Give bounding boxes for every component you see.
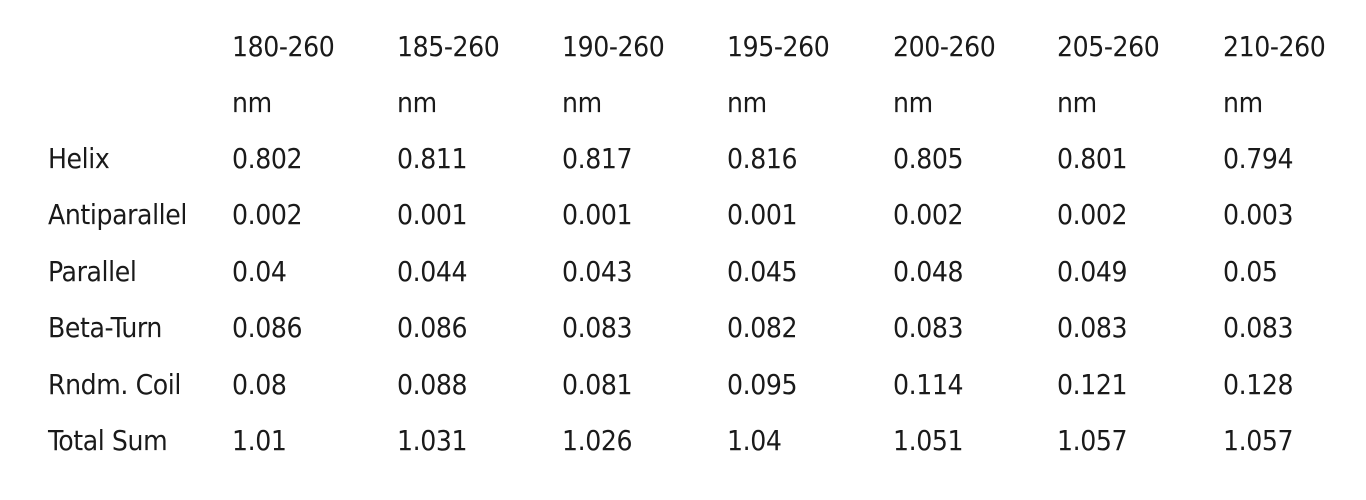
table-cell: 0.083 bbox=[893, 311, 964, 345]
table-cell: 0.043 bbox=[562, 254, 633, 288]
column-header-unit: nm bbox=[562, 85, 602, 119]
table-cell: 1.026 bbox=[562, 424, 633, 458]
column-header-unit: nm bbox=[893, 85, 933, 119]
table-cell: 1.051 bbox=[893, 424, 964, 458]
column-header-range: 185-260 bbox=[397, 29, 500, 63]
table-cell: 1.057 bbox=[1057, 424, 1128, 458]
table-cell: 0.805 bbox=[893, 141, 964, 175]
table-cell: 0.083 bbox=[1223, 311, 1294, 345]
column-header-unit: nm bbox=[1057, 85, 1097, 119]
column-header-range: 200-260 bbox=[893, 29, 996, 63]
table-cell: 1.057 bbox=[1223, 424, 1294, 458]
table-cell: 0.08 bbox=[232, 367, 287, 401]
header-unit-row: nm nm nm nm nm nm nm bbox=[48, 74, 1333, 130]
table-cell: 0.044 bbox=[397, 254, 468, 288]
table-cell: 0.095 bbox=[727, 367, 798, 401]
table-cell: 0.801 bbox=[1057, 141, 1128, 175]
table-row-beta-turn: Beta-Turn 0.086 0.086 0.083 0.082 0.083 … bbox=[48, 300, 1333, 357]
column-header-unit: nm bbox=[1223, 85, 1263, 119]
secondary-structure-table: 180-260 185-260 190-260 195-260 200-260 … bbox=[48, 18, 1333, 469]
table-row-total-sum: Total Sum 1.01 1.031 1.026 1.04 1.051 1.… bbox=[48, 413, 1333, 470]
column-header-range: 195-260 bbox=[727, 29, 830, 63]
table-cell: 0.081 bbox=[562, 367, 633, 401]
corner-cell bbox=[48, 74, 232, 130]
row-label: Helix bbox=[48, 141, 110, 175]
column-header-unit: nm bbox=[232, 85, 272, 119]
table-cell: 0.114 bbox=[893, 367, 964, 401]
table-cell: 0.088 bbox=[397, 367, 468, 401]
column-header-range: 180-260 bbox=[232, 29, 335, 63]
table-cell: 0.816 bbox=[727, 141, 798, 175]
corner-cell bbox=[48, 18, 232, 74]
column-header-unit: nm bbox=[727, 85, 767, 119]
table-cell: 0.048 bbox=[893, 254, 964, 288]
column-header-range: 190-260 bbox=[562, 29, 665, 63]
table-cell: 0.082 bbox=[727, 311, 798, 345]
table-cell: 1.01 bbox=[232, 424, 287, 458]
row-label: Parallel bbox=[48, 254, 137, 288]
table-cell: 0.003 bbox=[1223, 198, 1294, 232]
table-row-helix: Helix 0.802 0.811 0.817 0.816 0.805 0.80… bbox=[48, 130, 1333, 187]
table-cell: 0.001 bbox=[397, 198, 468, 232]
table-cell: 0.04 bbox=[232, 254, 287, 288]
table-cell: 0.045 bbox=[727, 254, 798, 288]
table-cell: 0.802 bbox=[232, 141, 303, 175]
table-cell: 0.794 bbox=[1223, 141, 1294, 175]
table-cell: 0.002 bbox=[1057, 198, 1128, 232]
table-cell: 0.083 bbox=[562, 311, 633, 345]
table-cell: 0.049 bbox=[1057, 254, 1128, 288]
table-cell: 1.04 bbox=[727, 424, 782, 458]
table-cell: 0.001 bbox=[562, 198, 633, 232]
column-header-range: 210-260 bbox=[1223, 29, 1326, 63]
table-cell: 0.002 bbox=[893, 198, 964, 232]
table-cell: 0.083 bbox=[1057, 311, 1128, 345]
header-range-row: 180-260 185-260 190-260 195-260 200-260 … bbox=[48, 18, 1333, 74]
table-cell: 0.817 bbox=[562, 141, 633, 175]
table-cell: 0.086 bbox=[232, 311, 303, 345]
table-cell: 0.05 bbox=[1223, 254, 1278, 288]
row-label: Antiparallel bbox=[48, 198, 187, 232]
table-cell: 0.086 bbox=[397, 311, 468, 345]
table-cell: 0.001 bbox=[727, 198, 798, 232]
table-cell: 0.128 bbox=[1223, 367, 1294, 401]
table-row-random-coil: Rndm. Coil 0.08 0.088 0.081 0.095 0.114 … bbox=[48, 356, 1333, 413]
table-cell: 0.121 bbox=[1057, 367, 1128, 401]
table-cell: 1.031 bbox=[397, 424, 468, 458]
table-row-parallel: Parallel 0.04 0.044 0.043 0.045 0.048 0.… bbox=[48, 243, 1333, 300]
row-label: Rndm. Coil bbox=[48, 367, 182, 401]
table-cell: 0.002 bbox=[232, 198, 303, 232]
column-header-unit: nm bbox=[397, 85, 437, 119]
row-label: Beta-Turn bbox=[48, 311, 162, 345]
table-row-antiparallel: Antiparallel 0.002 0.001 0.001 0.001 0.0… bbox=[48, 187, 1333, 244]
table-cell: 0.811 bbox=[397, 141, 468, 175]
row-label: Total Sum bbox=[48, 424, 168, 458]
column-header-range: 205-260 bbox=[1057, 29, 1160, 63]
